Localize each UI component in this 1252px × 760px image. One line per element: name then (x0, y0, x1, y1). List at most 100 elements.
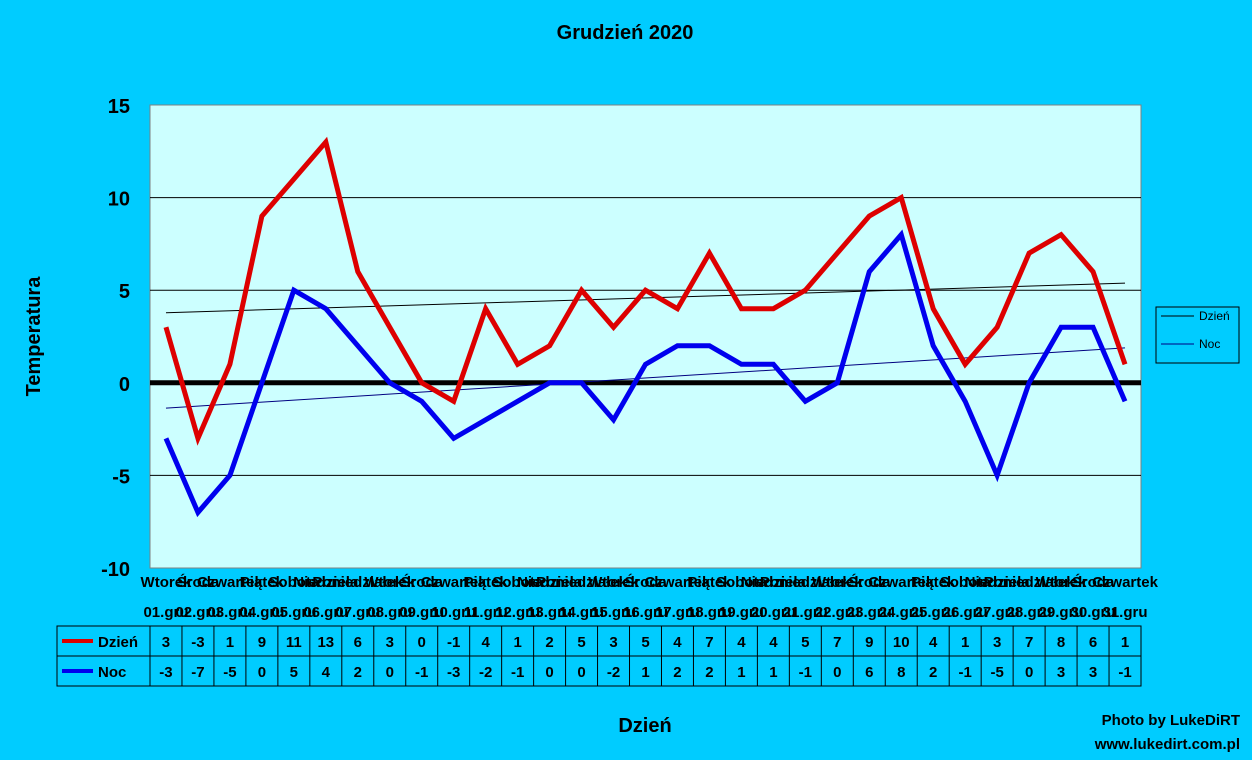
x-tick-label: 21.gru (783, 604, 828, 621)
x-tick-weekday: Piątek (240, 574, 285, 591)
data-label: 0 (833, 664, 841, 681)
x-tick-label: 31.gru (1103, 604, 1148, 621)
x-tick-label: 27.gru (975, 604, 1020, 621)
data-label: 0 (386, 664, 394, 681)
x-tick-label: 28.gru (1007, 604, 1052, 621)
x-tick-label: 03.gru (207, 604, 252, 621)
data-label: 2 (929, 664, 937, 681)
x-axis-label: Dzień (618, 715, 671, 737)
x-tick-weekday: Piątek (687, 574, 732, 591)
data-label: 8 (897, 664, 905, 681)
legend-label: Dzień (1199, 309, 1230, 323)
x-tick-label: 14.gru (559, 604, 604, 621)
x-tick-weekday: Wtorek (1036, 574, 1087, 591)
data-label: 0 (545, 664, 553, 681)
data-label: 1 (641, 664, 649, 681)
x-tick-label: 23.gru (847, 604, 892, 621)
x-tick-label: 09.gru (399, 604, 444, 621)
data-label: 2 (545, 634, 553, 651)
data-label: 3 (1089, 664, 1097, 681)
x-tick-label: 25.gru (911, 604, 956, 621)
x-tick-weekday: Poniedziałek (984, 574, 1076, 591)
credit-line-2: www.lukedirt.com.pl (1094, 736, 1240, 753)
x-tick-weekday: Niedziela (965, 574, 1031, 591)
table-row-label: Dzień (98, 634, 138, 651)
data-label: 5 (577, 634, 585, 651)
y-tick-label: 15 (108, 96, 130, 118)
x-tick-weekday: Środa (400, 573, 443, 591)
x-tick-weekday: Wtorek (588, 574, 639, 591)
chart-title: Grudzień 2020 (557, 22, 694, 44)
x-tick-label: 24.gru (879, 604, 924, 621)
x-tick-weekday: Wtorek (141, 574, 192, 591)
x-tick-weekday: Czwartek (645, 574, 712, 591)
x-tick-weekday: Sobota (268, 574, 319, 591)
x-tick-label: 19.gru (719, 604, 764, 621)
x-tick-label: 10.gru (431, 604, 476, 621)
data-label: 1 (961, 634, 969, 651)
x-tick-weekday: Sobota (492, 574, 543, 591)
x-tick-weekday: Wtorek (364, 574, 415, 591)
y-tick-label: -5 (112, 466, 130, 488)
data-label: -5 (223, 664, 236, 681)
data-label: -3 (191, 634, 204, 651)
data-label: -1 (799, 664, 812, 681)
trendline-1 (165, 347, 1126, 409)
data-label: 3 (993, 634, 1001, 651)
credit-line-1: Photo by LukeDiRT (1101, 712, 1240, 729)
x-tick-label: 30.gru (1071, 604, 1116, 621)
data-label: 10 (893, 634, 910, 651)
data-label: -7 (191, 664, 204, 681)
data-label: -2 (607, 664, 620, 681)
data-label: -3 (447, 664, 460, 681)
x-tick-label: 02.gru (175, 604, 220, 621)
x-tick-weekday: Niedziela (741, 574, 807, 591)
data-label: 0 (258, 664, 266, 681)
data-label: 13 (317, 634, 334, 651)
x-tick-weekday: Środa (177, 573, 220, 591)
y-tick-label: 10 (108, 189, 130, 211)
x-tick-weekday: Sobota (940, 574, 991, 591)
data-label: 8 (1057, 634, 1065, 651)
x-tick-weekday: Piątek (464, 574, 509, 591)
data-label: 4 (737, 634, 746, 651)
data-label: 0 (418, 634, 426, 651)
data-label: -1 (415, 664, 428, 681)
data-label: 1 (513, 634, 521, 651)
x-tick-label: 15.gru (591, 604, 636, 621)
x-tick-weekday: Środa (848, 573, 891, 591)
x-tick-weekday: Środa (1072, 573, 1115, 591)
x-tick-weekday: Czwartek (1092, 574, 1159, 591)
data-label: 9 (258, 634, 266, 651)
series-line-1 (163, 229, 1128, 518)
data-label: 2 (673, 664, 681, 681)
data-label: -3 (159, 664, 172, 681)
data-label: 1 (769, 664, 777, 681)
data-label: -5 (990, 664, 1003, 681)
x-tick-label: 16.gru (623, 604, 668, 621)
plot-area (149, 104, 1142, 569)
x-tick-label: 26.gru (943, 604, 988, 621)
x-tick-weekday: Wtorek (812, 574, 863, 591)
series-line-0 (163, 136, 1128, 446)
data-label: 4 (481, 634, 490, 651)
data-label: 4 (673, 634, 682, 651)
x-tick-label: 20.gru (751, 604, 796, 621)
data-label: 5 (801, 634, 809, 651)
data-label: 0 (1025, 664, 1033, 681)
table-row-label: Noc (98, 664, 126, 681)
data-label: 6 (354, 634, 362, 651)
x-tick-label: 04.gru (239, 604, 284, 621)
legend-label: Noc (1199, 337, 1220, 351)
data-label: 4 (929, 634, 938, 651)
data-label: 6 (1089, 634, 1097, 651)
data-label: 4 (769, 634, 778, 651)
data-label: 9 (865, 634, 873, 651)
data-label: 1 (1121, 634, 1129, 651)
data-label: 2 (705, 664, 713, 681)
x-tick-label: 05.gru (271, 604, 316, 621)
data-label: 3 (1057, 664, 1065, 681)
data-label: 5 (641, 634, 649, 651)
x-tick-weekday: Niedziela (293, 574, 359, 591)
